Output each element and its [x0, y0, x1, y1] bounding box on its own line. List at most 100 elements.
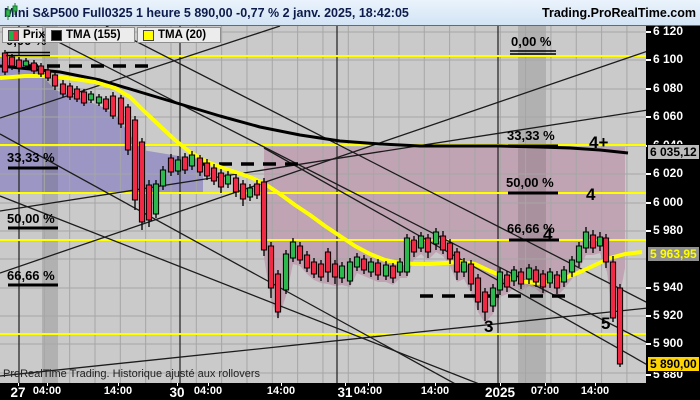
- candle[interactable]: [510, 269, 518, 282]
- fib-mid-66[interactable]: 66,66 %: [507, 221, 555, 236]
- legend-chip-tma155[interactable]: TMA (155): [45, 27, 135, 43]
- trend-line[interactable]: [0, 133, 470, 392]
- candle[interactable]: [260, 181, 268, 251]
- candle[interactable]: [282, 253, 290, 291]
- brand-link[interactable]: Trading.ProRealTime.com: [542, 5, 696, 20]
- candle[interactable]: [159, 169, 167, 187]
- candle[interactable]: [417, 235, 425, 249]
- trend-line[interactable]: [0, 26, 281, 119]
- candle[interactable]: [382, 264, 390, 277]
- candle[interactable]: [87, 93, 95, 101]
- fib-mid-33[interactable]: 33,33 %: [507, 128, 555, 143]
- candle[interactable]: [44, 69, 52, 79]
- candle[interactable]: [253, 183, 261, 196]
- candle[interactable]: [51, 74, 59, 87]
- trend-line[interactable]: [0, 307, 648, 377]
- candle[interactable]: [331, 263, 339, 278]
- trend-line[interactable]: [0, 50, 648, 274]
- wave-label-4plus[interactable]: 4+: [589, 133, 609, 152]
- candle[interactable]: [460, 261, 468, 273]
- candle[interactable]: [596, 236, 604, 247]
- candle[interactable]: [203, 162, 211, 177]
- candle[interactable]: [117, 97, 125, 125]
- candle[interactable]: [546, 271, 554, 284]
- candle[interactable]: [138, 141, 146, 223]
- candle[interactable]: [167, 157, 175, 173]
- candle[interactable]: [338, 265, 346, 279]
- candle[interactable]: [303, 254, 311, 269]
- candle[interactable]: [217, 172, 225, 188]
- candle[interactable]: [474, 277, 482, 303]
- trend-line[interactable]: [0, 109, 648, 212]
- candle[interactable]: [152, 183, 160, 215]
- candle[interactable]: [410, 239, 418, 253]
- candle[interactable]: [66, 85, 74, 98]
- candle[interactable]: [131, 119, 139, 201]
- candle[interactable]: [496, 271, 504, 291]
- candle[interactable]: [80, 91, 88, 104]
- wave-label-4b[interactable]: 4: [543, 225, 553, 244]
- candle[interactable]: [589, 234, 597, 249]
- candle[interactable]: [525, 267, 533, 280]
- candle[interactable]: [310, 261, 318, 275]
- candle[interactable]: [15, 59, 23, 69]
- time-axis[interactable]: 27 04:00 14:00 30 04:00 14:00 31 04:00 14:00 2025…: [0, 383, 700, 400]
- candle[interactable]: [109, 95, 117, 117]
- candle[interactable]: [389, 265, 397, 279]
- candle[interactable]: [124, 106, 132, 151]
- candle[interactable]: [489, 287, 497, 307]
- candle[interactable]: [446, 242, 454, 260]
- fib-left-33[interactable]: 33,33 %: [7, 150, 55, 165]
- wave-label-4a[interactable]: 4: [586, 185, 596, 204]
- candle[interactable]: [196, 157, 204, 173]
- fib-left-66[interactable]: 66,66 %: [7, 268, 55, 283]
- candle[interactable]: [174, 159, 182, 172]
- candle[interactable]: [224, 174, 232, 185]
- candle[interactable]: [532, 269, 540, 283]
- candle[interactable]: [188, 154, 196, 167]
- candle[interactable]: [274, 273, 282, 313]
- candle[interactable]: [346, 261, 354, 282]
- candle[interactable]: [424, 237, 432, 253]
- candle[interactable]: [575, 245, 583, 263]
- candle[interactable]: [616, 287, 624, 365]
- plot-area[interactable]: [0, 26, 660, 400]
- candle[interactable]: [439, 235, 447, 251]
- fib-mid-50[interactable]: 50,00 %: [506, 175, 554, 190]
- candle[interactable]: [517, 271, 525, 285]
- candle[interactable]: [432, 231, 440, 245]
- candle[interactable]: [353, 256, 361, 268]
- candle[interactable]: [73, 88, 81, 100]
- candle[interactable]: [453, 251, 461, 273]
- candle[interactable]: [267, 245, 275, 289]
- candle[interactable]: [30, 62, 38, 72]
- candle[interactable]: [503, 274, 511, 288]
- candle[interactable]: [396, 261, 404, 273]
- candle[interactable]: [553, 274, 561, 289]
- candle[interactable]: [324, 251, 332, 273]
- candle[interactable]: [602, 237, 610, 263]
- candle[interactable]: [539, 273, 547, 288]
- candle[interactable]: [246, 187, 254, 198]
- candle[interactable]: [22, 60, 30, 67]
- candle[interactable]: [8, 56, 16, 67]
- trend-line[interactable]: [263, 147, 660, 372]
- wave-label-5[interactable]: 5: [601, 314, 611, 333]
- trend-line[interactable]: [0, 195, 520, 400]
- candle[interactable]: [239, 183, 247, 200]
- candle[interactable]: [181, 156, 189, 171]
- candle[interactable]: [609, 261, 617, 319]
- candle[interactable]: [102, 98, 110, 110]
- candle[interactable]: [1, 52, 9, 73]
- candle[interactable]: [232, 177, 240, 193]
- candle[interactable]: [317, 263, 325, 278]
- candle[interactable]: [560, 269, 568, 283]
- legend-chip-prix[interactable]: Prix: [2, 27, 45, 43]
- candle[interactable]: [481, 291, 489, 313]
- candle[interactable]: [296, 245, 304, 261]
- trend-line[interactable]: [105, 26, 648, 304]
- candle[interactable]: [360, 258, 368, 271]
- candle[interactable]: [59, 83, 67, 95]
- candle[interactable]: [95, 96, 103, 104]
